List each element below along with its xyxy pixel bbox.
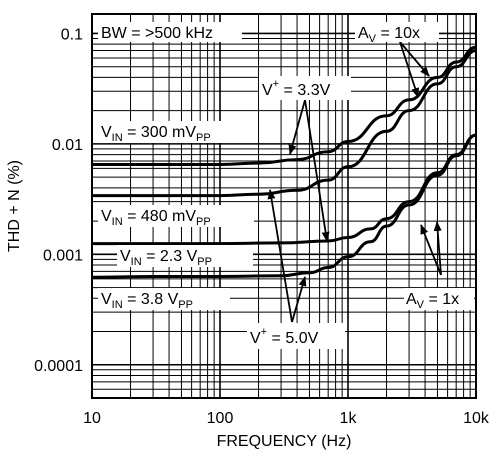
- annotation-arrows: [267, 41, 442, 323]
- plot-frame: [91, 13, 477, 399]
- y-axis-title: THD + N (%): [6, 160, 23, 252]
- vin-300mv-label: VIN = 300 mVPP: [101, 124, 211, 144]
- x-tick-label: 100: [207, 410, 234, 427]
- series-line-1: [92, 45, 477, 167]
- x-axis-title: FREQUENCY (Hz): [217, 433, 352, 450]
- series-line-4: [91, 133, 477, 279]
- x-tick-label: 10: [83, 410, 101, 427]
- vin-2v3-label: VIN = 2.3 VPP: [120, 248, 212, 268]
- vin-480mv-label: VIN = 480 mVPP: [101, 208, 211, 228]
- vplus-3v3-label: V+ = 3.3V: [262, 78, 331, 99]
- y-tick-label: 0.0001: [34, 358, 83, 375]
- series-line-2: [92, 49, 477, 198]
- y-tick-label: 0.1: [61, 26, 83, 43]
- vplus-5v0-label: V+ = 5.0V: [250, 326, 319, 347]
- series-lines: [91, 45, 477, 279]
- vin-3v8-label: VIN = 3.8 VPP: [101, 291, 193, 311]
- annotation-labels: BW = >500 kHz AV = 10x V+ = 3.3V VIN = 3…: [98, 22, 474, 349]
- series-line-3: [92, 133, 477, 246]
- arrow-v50-a: [267, 189, 293, 323]
- y-tick-label: 0.01: [52, 137, 83, 154]
- arrow-v33-b: [304, 99, 330, 242]
- arrow-av10-a: [399, 41, 430, 77]
- bw-label: BW = >500 kHz: [101, 25, 213, 42]
- y-tick-label: 0.001: [43, 247, 83, 264]
- av10-label: AV = 10x: [358, 25, 420, 45]
- x-tick-label: 1k: [340, 410, 358, 427]
- arrow-v33-a: [288, 99, 306, 155]
- arrow-v50-b: [291, 276, 307, 323]
- arrow-av10-b: [399, 41, 420, 98]
- arrow-av1-a: [420, 224, 442, 276]
- av1-label: AV = 1x: [406, 291, 459, 311]
- tick-labels: 10 100 1k 10k 0.1 0.01 0.001 0.0001: [34, 26, 490, 427]
- x-tick-label: 10k: [463, 410, 490, 427]
- arrow-av1-b: [433, 221, 442, 276]
